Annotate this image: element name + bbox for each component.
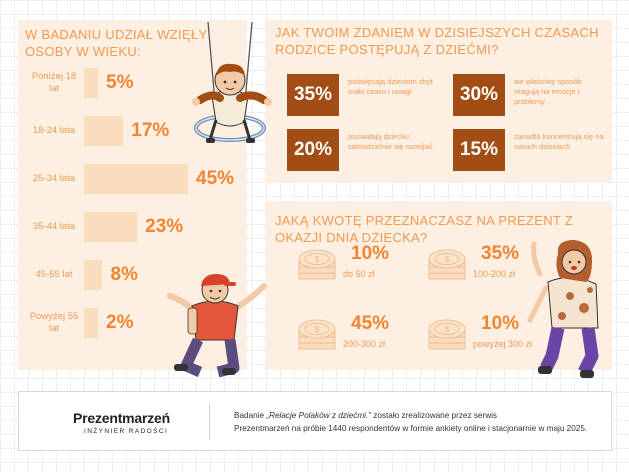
age-category-label: Powyżej 55 lat	[29, 311, 79, 334]
age-category-label: 35-44 lata	[32, 221, 76, 232]
brand-tagline: INŻYNIER RADOŚCI	[84, 428, 169, 435]
gift-label: do 50 zł	[343, 269, 375, 279]
coin-stack-icon: $	[428, 319, 466, 350]
age-bar	[84, 116, 124, 146]
parenting-stat-text: poświęcają dzieciom zbyt mało czasu i uw…	[348, 77, 433, 96]
gift-value: 35%	[481, 243, 520, 264]
age-bar-value: 17%	[131, 120, 170, 141]
parenting-stat-value: 15%	[453, 129, 505, 171]
parenting-stat-text: we właściwy sposób reagują na emocje i p…	[514, 77, 582, 106]
gift-label: powyżej 300 zł	[473, 339, 533, 349]
jumping-boy-illustration	[167, 274, 267, 378]
svg-text:$: $	[445, 325, 450, 334]
footer-divider	[209, 404, 210, 440]
parenting-stat-text: pozwalają dziecku samodzielnie się rozwi…	[348, 132, 433, 151]
coin-stack-icon: $	[298, 319, 336, 350]
gift-value: 45%	[351, 313, 390, 334]
age-bar	[84, 212, 138, 242]
note-prefix: Badanie	[234, 411, 267, 420]
gift-label: 100-200 zł	[473, 269, 516, 279]
footer: Prezentmarzeń INŻYNIER RADOŚCI Badanie „…	[18, 391, 612, 451]
parenting-panel: JAK TWOIM ZDANIEM W DZISIEJSZYCH CZASACH…	[265, 20, 612, 183]
parenting-stat-value: 35%	[287, 74, 339, 116]
age-category-label: 18-24 lata	[32, 125, 76, 136]
gift-value: 10%	[351, 243, 390, 264]
age-category-label: 25-34 lata	[32, 173, 76, 184]
age-bar-value: 45%	[196, 168, 235, 189]
parenting-stat-value: 30%	[453, 74, 505, 116]
survey-note: Badanie „Relacje Polaków z dziećmi.” zos…	[234, 409, 604, 435]
parenting-stat-1: 35% poświęcają dzieciom zbyt mało czasu …	[287, 74, 437, 116]
svg-text:$: $	[445, 255, 450, 264]
svg-text:$: $	[315, 325, 320, 334]
parenting-stat-4: 15% zanadto koncentrują się na swoich dz…	[453, 129, 604, 171]
age-bar	[84, 308, 98, 338]
age-bar-value: 5%	[106, 72, 134, 93]
age-chart-title: W BADANIU UDZIAŁ WZIĘŁY OSOBY W WIEKU:	[25, 27, 208, 59]
gift-title: JAKĄ KWOTĘ PRZEZNACZASZ NA PREZENT Z OKA…	[275, 213, 574, 245]
parenting-stat-value: 20%	[287, 129, 339, 171]
age-bar-value: 8%	[110, 264, 138, 285]
age-panel: W BADANIU UDZIAŁ WZIĘŁY OSOBY W WIEKU: P…	[18, 20, 247, 370]
note-line2: Prezentmarzeń na próbie 1440 respondentó…	[234, 424, 588, 433]
gift-item-3: $ 45% 200-300 zł	[295, 313, 445, 365]
parenting-stat-3: 20% pozwalają dziecku samodzielnie się r…	[287, 129, 437, 171]
age-bar	[84, 68, 98, 98]
parenting-stat-2: 30% we właściwy sposób reagują na emocje…	[453, 74, 603, 116]
brand-logo[interactable]: Prezentmarzeń INŻYNIER RADOŚCI	[73, 410, 170, 435]
age-bar	[84, 260, 103, 290]
age-bar	[84, 164, 188, 194]
svg-text:$: $	[315, 255, 320, 264]
gift-value: 10%	[481, 313, 520, 334]
gift-label: 200-300 zł	[343, 339, 386, 349]
gift-item-4: $ 10% powyżej 300 zł	[425, 313, 575, 365]
age-bar-value: 23%	[145, 216, 184, 237]
age-category-label: Poniżej 18 lat	[31, 71, 77, 94]
age-bar-value: 2%	[106, 312, 134, 333]
jumping-girl-illustration	[527, 240, 599, 378]
child-on-swing-illustration	[192, 22, 272, 143]
note-line1-rest: zostało zrealizowane przez serwis	[370, 411, 498, 420]
age-category-label: 45-55 lat	[35, 269, 73, 280]
note-title: „Relacje Polaków z dziećmi.”	[266, 411, 371, 420]
coin-stack-icon: $	[298, 249, 336, 280]
gift-item-1: $ 10% do 50 zł	[295, 243, 445, 295]
parenting-title: JAK TWOIM ZDANIEM W DZISIEJSZYCH CZASACH…	[275, 25, 599, 57]
coin-stack-icon: $	[428, 249, 466, 280]
parenting-stat-text: zanadto koncentrują się na swoich dzieci…	[514, 132, 604, 151]
gift-item-2: $ 35% 100-200 zł	[425, 243, 575, 295]
brand-name: Prezentmarzeń	[73, 410, 170, 426]
